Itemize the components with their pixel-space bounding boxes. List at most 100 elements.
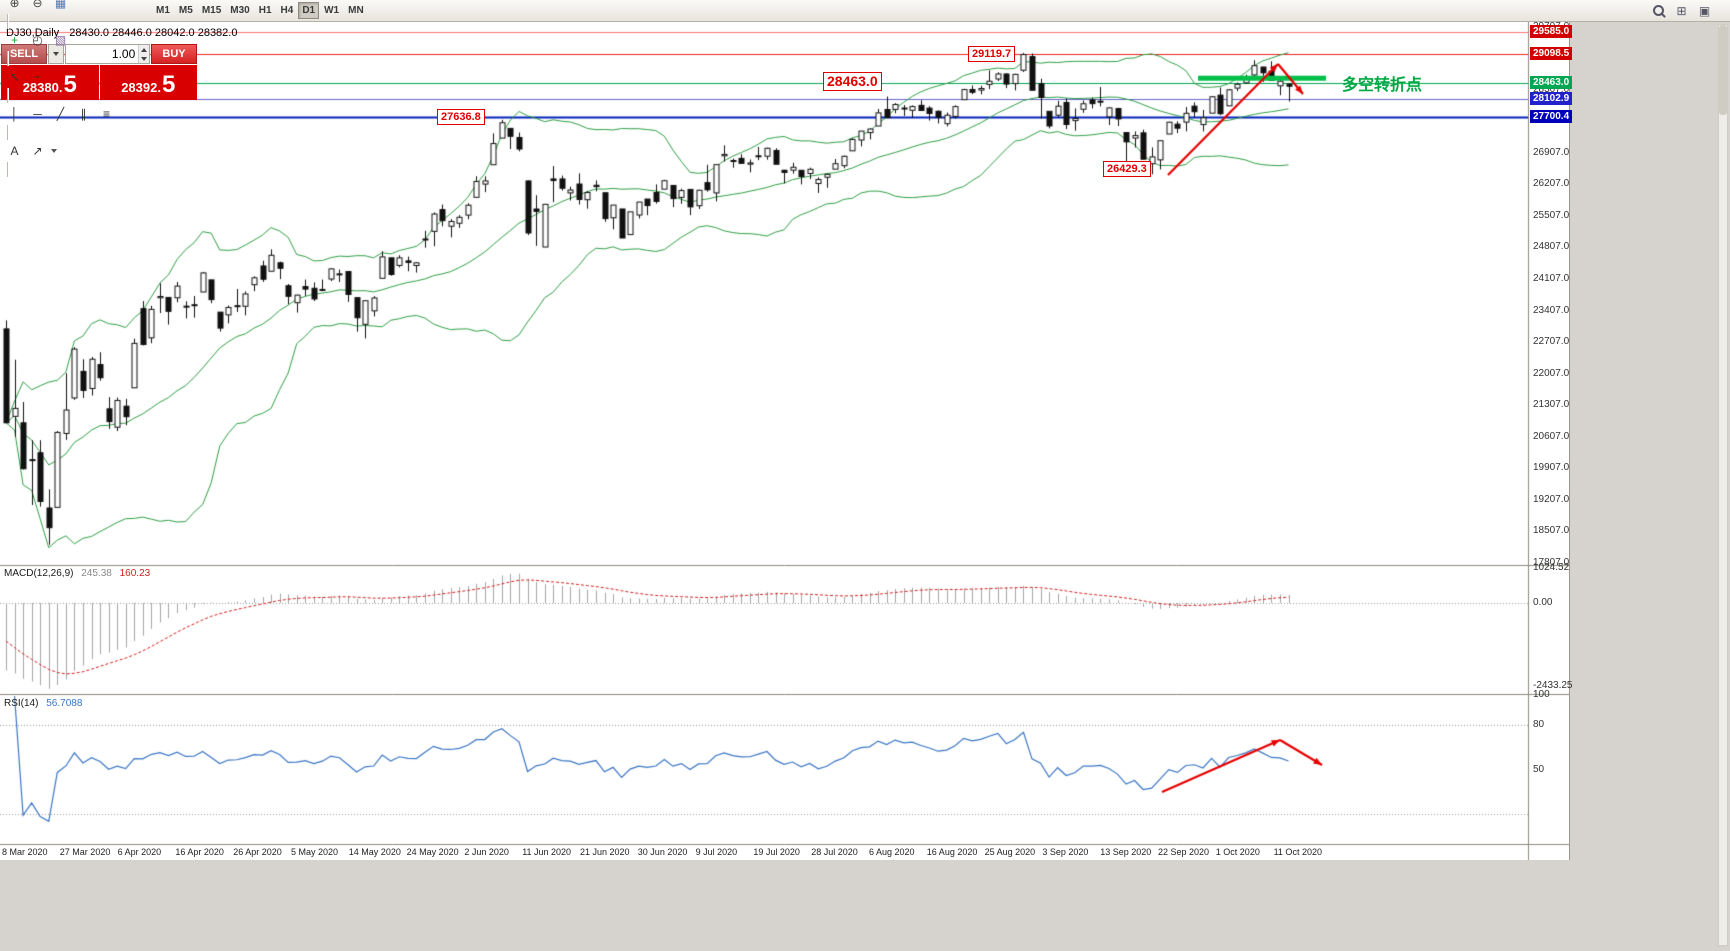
toolbar-group: A ↗ <box>3 140 142 162</box>
price-axis-label: 21307.0 <box>1533 399 1570 411</box>
price-axis-label: 25507.0 <box>1533 209 1570 221</box>
text-tool-icon: A <box>10 143 19 158</box>
time-axis-label: 24 May 2020 <box>406 847 459 857</box>
sell-button[interactable]: SELL <box>1 44 47 64</box>
time-axis-label: 11 Jun 2020 <box>522 847 572 857</box>
empty-workspace-area <box>1570 22 1730 951</box>
new-chart-button[interactable]: ⊞ <box>1670 1 1693 21</box>
toolbar-groups: ⊞▤新订单◆▥◉▶自动交易⊕⊖▦+◴▧↖+│─╱∥≡A↗ <box>3 0 142 177</box>
price-callout[interactable]: 26429.3 <box>1103 161 1151 177</box>
time-axis-label: 6 Apr 2020 <box>117 847 162 857</box>
macd-indicator-title: MACD(12,26,9) 245.38 160.23 <box>4 568 150 579</box>
chevron-down-icon <box>53 52 59 56</box>
volume-input[interactable] <box>66 45 139 63</box>
ohlc-values: 28430.0 28446.0 28042.0 28382.0 <box>69 27 238 39</box>
price-axis-label: 18507.0 <box>1533 525 1570 537</box>
zoom-in-icon: ⊕ <box>9 0 20 10</box>
fibonacci-retracement-button[interactable]: ≡ <box>95 104 118 124</box>
rsi-label: RSI(14) <box>4 698 39 709</box>
time-axis-label: 1 Oct 2020 <box>1215 847 1260 857</box>
one-click-trading-panel: SELL BUY 28380. 5 28392. 5 <box>1 44 197 100</box>
indicators-button[interactable]: + <box>3 30 26 50</box>
time-axis-label: 26 Apr 2020 <box>233 847 282 857</box>
templates-button[interactable]: ▧ <box>49 30 72 50</box>
time-axis-label: 6 Aug 2020 <box>869 847 915 857</box>
timeframe-m15-button[interactable]: M15 <box>198 2 225 19</box>
time-axis-label: 27 Mar 2020 <box>59 847 111 857</box>
scrollbar-thumb[interactable] <box>1719 25 1727 115</box>
timeframe-m5-button[interactable]: M5 <box>175 2 197 19</box>
chevron-down-icon <box>141 56 148 61</box>
cursor-icon: ↖ <box>9 69 20 84</box>
toolbar-separator <box>7 14 8 29</box>
vertical-line-button[interactable]: │ <box>3 104 26 124</box>
chart-canvas[interactable] <box>0 22 1569 860</box>
price-axis-label: 19907.0 <box>1533 462 1570 474</box>
price-callout[interactable]: 27636.8 <box>437 109 485 125</box>
price-axis-label: 24807.0 <box>1533 241 1570 253</box>
zoom-out-button[interactable]: ⊖ <box>26 0 49 13</box>
turning-point-annotation[interactable]: 多空转折点 <box>1342 77 1423 94</box>
rsi-axis-label: 100 <box>1533 689 1550 700</box>
sell-price-panel[interactable]: 28380. 5 <box>1 65 99 100</box>
tile-windows-button[interactable]: ▦ <box>49 0 72 13</box>
volume-dropdown-button[interactable] <box>48 44 64 64</box>
zoom-in-button[interactable]: ⊕ <box>3 0 26 13</box>
toolbar-group: + ◴ ▧ <box>3 29 142 51</box>
toolbar-separator <box>7 88 8 103</box>
price-axis-label: 28307.0 <box>1533 83 1570 95</box>
timeframe-toolbar: M1 M5 M15 M30 H1 H4 D1 W1 MN <box>152 2 368 19</box>
periods-button[interactable]: ◴ <box>26 30 49 50</box>
timeframe-h1-button[interactable]: H1 <box>255 2 276 19</box>
timeframe-m1-button[interactable]: M1 <box>152 2 174 19</box>
crosshair-button[interactable]: + <box>26 67 49 87</box>
volume-increase-button[interactable] <box>139 45 149 54</box>
price-axis-label: 17807.0 <box>1533 557 1570 569</box>
price-axis-label: 22707.0 <box>1533 336 1570 348</box>
price-axis-marker: 29098.5 <box>1530 46 1573 60</box>
cursor-button[interactable]: ↖ <box>3 67 26 87</box>
timeframe-mn-button[interactable]: MN <box>344 2 368 19</box>
timeframe-h4-button[interactable]: H4 <box>277 2 298 19</box>
templates-icon: ▧ <box>54 32 67 47</box>
text-tool-button[interactable]: A <box>3 141 26 161</box>
horizontal-line-button[interactable]: ─ <box>26 104 49 124</box>
macd-axis-label: 1024.52 <box>1533 562 1570 574</box>
price-callout[interactable]: 28463.0 <box>823 72 882 91</box>
fibonacci-retracement-icon: ≡ <box>102 106 110 121</box>
vertical-line-icon: │ <box>10 106 19 121</box>
volume-decrease-button[interactable] <box>139 54 149 63</box>
price-callout[interactable]: 29119.7 <box>968 46 1016 62</box>
chevron-down-icon <box>51 149 57 153</box>
equidistant-channel-button[interactable]: ∥ <box>72 104 95 124</box>
rsi-axis-label: 80 <box>1533 718 1545 730</box>
zoom-out-icon: ⊖ <box>32 0 43 10</box>
buy-price-panel[interactable]: 28392. 5 <box>99 65 197 100</box>
toolbar-separator <box>7 162 8 177</box>
volume-spinner <box>138 45 149 63</box>
rsi-indicator-title: RSI(14) 56.7088 <box>4 698 82 709</box>
equidistant-channel-icon: ∥ <box>80 106 87 121</box>
buy-button[interactable]: BUY <box>151 44 197 64</box>
search-button[interactable] <box>1647 1 1670 21</box>
chart-window: DJ30,Daily 28430.0 28446.0 28042.0 28382… <box>0 21 1573 860</box>
price-axis-label: 19207.0 <box>1533 493 1570 505</box>
timeframe-d1-button[interactable]: D1 <box>298 2 320 19</box>
time-axis-label: 14 May 2020 <box>348 847 401 857</box>
timeframe-w1-button[interactable]: W1 <box>320 2 343 19</box>
time-axis-label: 16 Apr 2020 <box>175 847 224 857</box>
price-axis-marker: 28463.0 <box>1530 75 1573 89</box>
time-axis-label: 3 Sep 2020 <box>1042 847 1089 857</box>
arrows-tool-button[interactable]: ↗ <box>26 141 60 161</box>
horizontal-line-icon: ─ <box>33 106 42 121</box>
buy-price-value: 28392. <box>121 80 161 95</box>
arrows-tool-icon: ↗ <box>32 143 43 158</box>
sell-price-value: 28380. <box>22 80 63 95</box>
trendline-button[interactable]: ╱ <box>49 104 72 124</box>
window-layout-button[interactable]: ▣ <box>1693 1 1716 21</box>
macd-label: MACD(12,26,9) <box>4 568 74 579</box>
tile-windows-icon: ▦ <box>54 0 67 10</box>
timeframe-m30-button[interactable]: M30 <box>226 2 253 19</box>
vertical-scrollbar[interactable] <box>1718 24 1728 946</box>
time-axis-label: 2 Jun 2020 <box>464 847 509 857</box>
